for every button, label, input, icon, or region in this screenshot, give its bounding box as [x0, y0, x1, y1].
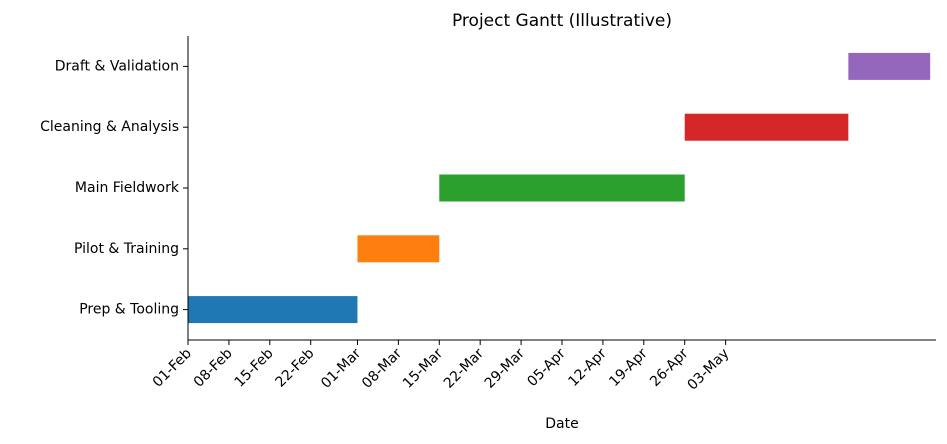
x-tick-label: 15-Mar: [400, 345, 446, 391]
task-bar: [684, 113, 849, 141]
x-tick-label: 19-Apr: [606, 345, 651, 390]
x-tick-label: 05-Apr: [524, 345, 569, 390]
chart-title: Project Gantt (Illustrative): [452, 11, 672, 31]
x-axis-label: Date: [545, 416, 578, 432]
x-tick-label: 12-Apr: [565, 345, 610, 390]
x-tick-label: 08-Mar: [359, 345, 405, 391]
x-tick-label: 29-Mar: [482, 345, 528, 391]
x-tick-label: 03-May: [685, 346, 733, 394]
task-bar: [439, 174, 685, 202]
y-tick-label: Draft & Validation: [55, 58, 179, 74]
x-tick-label: 08-Feb: [191, 345, 236, 390]
y-tick-label: Pilot & Training: [74, 241, 179, 257]
x-tick-label: 15-Feb: [232, 345, 277, 390]
x-tick-label: 22-Mar: [441, 345, 487, 391]
y-tick-label: Cleaning & Analysis: [40, 119, 179, 135]
x-tick-label: 01-Mar: [318, 345, 364, 391]
x-tick-label: 22-Feb: [273, 345, 318, 390]
x-tick-label: 01-Feb: [150, 345, 195, 390]
task-bar: [848, 52, 931, 80]
y-tick-label: Main Fieldwork: [75, 180, 180, 196]
y-tick-label: Prep & Tooling: [79, 302, 179, 318]
task-bar: [357, 235, 440, 263]
task-bar: [188, 296, 358, 324]
